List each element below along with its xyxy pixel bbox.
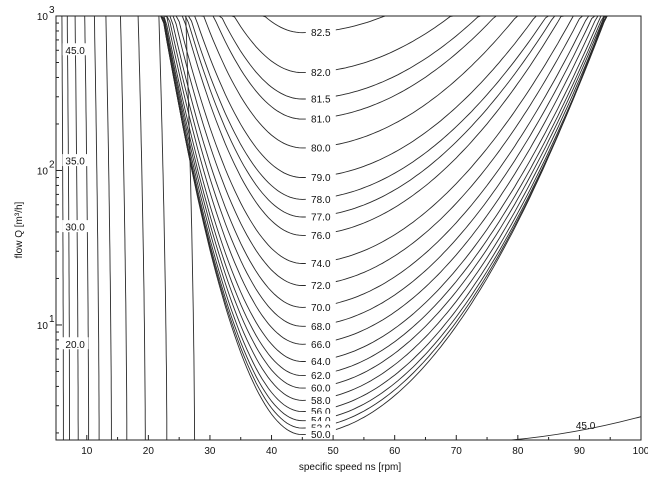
x-tick-label: 80 <box>512 446 524 457</box>
contour-line <box>56 15 641 100</box>
contour-line-corner <box>511 416 642 441</box>
contour-label: 35.0 <box>65 157 85 168</box>
contour-line <box>56 15 641 286</box>
contour-label-bg <box>305 65 336 78</box>
contour-label: 74.0 <box>311 259 331 270</box>
contour-label: 76.0 <box>311 231 331 242</box>
contour-line <box>56 15 641 200</box>
contour-label-bg <box>305 112 336 125</box>
contour-line <box>56 15 641 377</box>
contour-label: 20.0 <box>65 340 85 351</box>
contour-line-left <box>120 15 128 440</box>
contour-label: 78.0 <box>311 195 331 206</box>
contour-label-bg <box>305 140 336 153</box>
contour-label: 72.0 <box>311 281 331 292</box>
contour-label-bg <box>305 192 336 205</box>
contour-label: 60.0 <box>311 384 331 395</box>
contour-label: 79.0 <box>311 173 331 184</box>
contour-label-bg <box>305 256 336 269</box>
y-tick-label: 10 <box>37 12 49 23</box>
contour-label: 64.0 <box>311 357 331 368</box>
contour-label: 68.0 <box>311 322 331 333</box>
contour-label: 82.0 <box>311 68 331 79</box>
contour-label-bg <box>62 337 89 350</box>
contour-label-bg <box>305 209 336 222</box>
contour-line <box>56 15 641 389</box>
x-tick-label: 20 <box>143 446 155 457</box>
y-axis-label: flow Q [m³/h] <box>14 201 25 258</box>
contour-lines <box>56 15 642 441</box>
contour-label-bg <box>305 337 336 350</box>
contour-label-bg <box>305 393 336 406</box>
x-tick-label: 70 <box>451 446 463 457</box>
contour-label: 66.0 <box>311 340 331 351</box>
contour-label: 82.5 <box>311 28 331 39</box>
contour-label-bg <box>305 354 336 367</box>
x-tick-label: 50 <box>328 446 340 457</box>
y-tick-exponent: 2 <box>49 159 55 170</box>
contour-line-left <box>93 15 100 440</box>
x-tick-label: 100 <box>633 446 648 457</box>
contour-line-left <box>137 15 146 440</box>
x-axis-label: specific speed ns [rpm] <box>299 462 401 473</box>
contour-line-left <box>105 15 112 440</box>
contour-label: 70.0 <box>311 303 331 314</box>
contour-label-bg <box>305 170 336 183</box>
x-axis: 10 20 30 40 50 60 70 80 90 100 <box>55 435 648 457</box>
contour-label: 80.0 <box>311 143 331 154</box>
contour-label: 56.0 <box>311 407 331 418</box>
contour-label-bg <box>62 154 89 167</box>
contour-label-bg <box>305 92 336 105</box>
contour-label-bg <box>305 319 336 332</box>
contour-line <box>56 15 641 422</box>
contour-line <box>56 15 641 264</box>
contour-label: 58.0 <box>311 396 331 407</box>
contour-label-bg <box>305 228 336 241</box>
contour-label: 50.0 <box>311 430 331 441</box>
contour-label: 45.0 <box>65 46 85 57</box>
contour-label: 81.5 <box>311 95 331 106</box>
x-tick-label: 40 <box>266 446 278 457</box>
y-tick-label: 10 <box>37 166 49 177</box>
contour-label-bg <box>305 25 336 38</box>
y-tick-label: 10 <box>37 321 49 332</box>
contour-label-bg <box>305 381 336 394</box>
x-tick-label: 10 <box>81 446 93 457</box>
contour-line <box>56 15 641 178</box>
contour-labels: 82.5 82.0 81.5 81.0 80.0 79.0 78.0 77.0 76.0 74.0… <box>62 25 596 441</box>
x-tick-label: 60 <box>389 446 401 457</box>
contour-label-bg <box>305 404 336 417</box>
contour-label-bg <box>305 427 336 440</box>
contour-line <box>56 15 641 401</box>
plot-frame <box>55 15 642 441</box>
contour-line <box>56 15 641 413</box>
contour-label-corner: 45.0 <box>576 421 596 432</box>
x-tick-label: 90 <box>574 446 586 457</box>
contour-label: 62.0 <box>311 371 331 382</box>
contour-label: 81.0 <box>311 115 331 126</box>
contour-line <box>56 15 641 74</box>
contour-label-bg <box>62 220 89 233</box>
contour-label-bg <box>305 368 336 381</box>
contour-line-left <box>185 15 196 441</box>
y-tick-exponent: 1 <box>49 314 55 325</box>
contour-line-left <box>158 15 168 440</box>
contour-label-bg <box>305 300 336 313</box>
contour-label-bg <box>62 43 89 56</box>
x-tick-label: 30 <box>204 446 216 457</box>
contour-line <box>56 15 641 436</box>
contour-label-bg <box>305 278 336 291</box>
contour-label: 30.0 <box>65 223 85 234</box>
contour-line <box>56 15 641 429</box>
y-tick-exponent: 3 <box>49 5 55 16</box>
contour-label: 77.0 <box>311 212 331 223</box>
